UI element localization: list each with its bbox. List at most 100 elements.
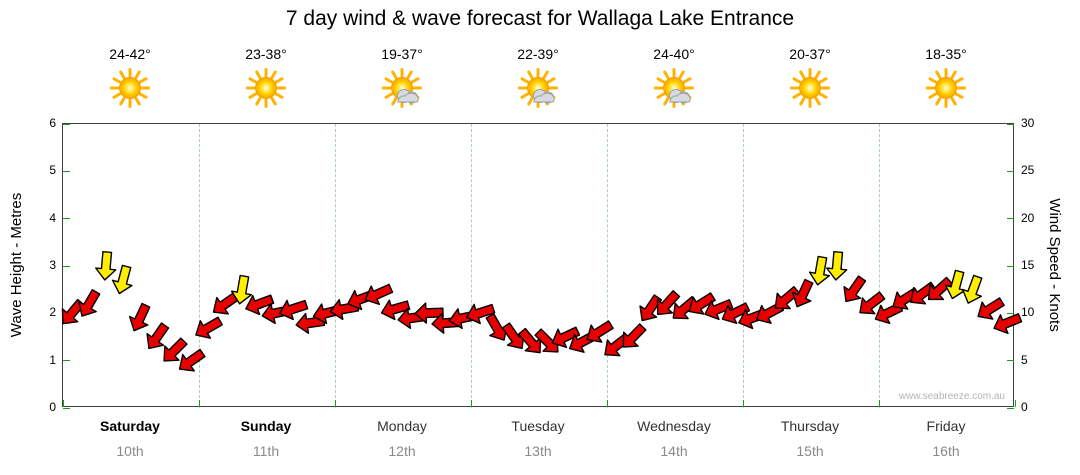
weather-icon-sunny	[923, 68, 969, 119]
day-date: 11th	[252, 443, 280, 459]
bottom-axis-tick	[1014, 400, 1016, 407]
left-axis-tick-label: 3	[49, 258, 56, 272]
left-axis-tick	[63, 265, 70, 267]
day-date: 14th	[660, 443, 688, 459]
wind-arrow	[957, 272, 988, 308]
weather-icon-partly-cloudy	[515, 68, 561, 119]
wind-arrow	[580, 315, 617, 350]
wind-arrow	[546, 321, 582, 354]
wind-arrow	[824, 250, 849, 282]
wind-arrow	[632, 290, 667, 327]
wind-arrow	[716, 297, 753, 330]
day-temp: 24-40°	[653, 46, 695, 62]
day-label: Thursday	[780, 418, 840, 434]
bottom-axis-tick	[742, 400, 744, 407]
left-axis-tick-label: 1	[49, 352, 56, 367]
day-label: Saturday	[100, 418, 160, 434]
left-axis-tick-label: 4	[49, 210, 56, 225]
bottom-axis-tick	[606, 400, 608, 407]
wind-arrow	[614, 319, 651, 356]
day-gridline	[743, 124, 744, 408]
day-temp: 20-37°	[789, 46, 831, 62]
day-gridline	[471, 124, 472, 408]
wind-arrow	[377, 294, 412, 323]
bottom-axis-tick	[62, 400, 64, 407]
right-axis-tick	[1007, 265, 1014, 267]
weather-icon-sunny	[787, 68, 833, 119]
day-date: 13th	[524, 443, 552, 459]
day-date: 10th	[116, 443, 144, 459]
wind-arrow	[682, 287, 719, 322]
bottom-axis-tick	[878, 400, 880, 407]
right-axis-tick	[1007, 123, 1014, 125]
wind-arrow	[108, 263, 137, 298]
wind-arrow	[172, 343, 209, 378]
left-axis-tick-label: 5	[49, 163, 56, 178]
wind-arrow	[93, 250, 118, 282]
day-temp: 19-37°	[381, 46, 423, 62]
right-axis-tick-label: 30	[1021, 116, 1035, 130]
watermark: www.seabreeze.com.au	[898, 391, 1005, 402]
left-axis-tick	[63, 170, 70, 172]
wind-arrow	[767, 281, 804, 317]
left-axis-tick	[63, 218, 70, 220]
day-temp: 18-35°	[925, 46, 967, 62]
day-date: 15th	[796, 443, 824, 459]
right-axis-tick-label: 25	[1021, 163, 1035, 178]
day-date: 16th	[932, 443, 960, 459]
plot-area: www.seabreeze.com.au	[61, 123, 1022, 409]
wind-arrow	[836, 271, 871, 308]
bottom-axis-tick	[198, 400, 200, 407]
wind-arrow	[72, 285, 106, 322]
day-temp: 22-39°	[517, 46, 559, 62]
wind-arrow	[920, 271, 957, 307]
right-axis-label: Wind Speed - Knots	[1046, 198, 1063, 332]
left-axis-tick	[63, 360, 70, 362]
day-gridline	[199, 124, 200, 408]
day-label: Monday	[377, 418, 427, 434]
day-label: Tuesday	[511, 418, 565, 434]
day-label: Wednesday	[637, 418, 711, 434]
weather-icon-sunny	[243, 68, 289, 119]
right-axis-tick	[1007, 312, 1014, 314]
right-axis-tick-label: 15	[1021, 258, 1035, 272]
wind-arrow	[413, 302, 444, 325]
right-axis-tick-label: 5	[1021, 352, 1028, 367]
wind-arrow	[852, 286, 889, 322]
weather-icon-partly-cloudy	[651, 68, 697, 119]
day-gridline	[335, 124, 336, 408]
wind-arrow	[462, 298, 497, 328]
wind-arrow	[700, 293, 736, 325]
day-label: Friday	[926, 418, 966, 434]
weather-icon-partly-cloudy	[379, 68, 425, 119]
wind-arrow	[786, 276, 819, 312]
chart-title: 7 day wind & wave forecast for Wallaga L…	[285, 7, 795, 30]
wind-arrow	[359, 278, 395, 310]
wind-arrow	[806, 254, 833, 287]
right-axis-tick-label: 0	[1021, 400, 1028, 414]
day-label: Sunday	[240, 418, 292, 434]
weather-icon-sunny	[107, 68, 153, 119]
day-gridline	[607, 124, 608, 408]
wind-arrow	[989, 307, 1025, 339]
wind-arrow	[189, 311, 226, 345]
right-axis-tick-label: 10	[1021, 305, 1035, 320]
left-axis-tick	[63, 407, 70, 409]
right-axis-tick-label: 20	[1021, 210, 1035, 225]
wind-arrow	[155, 333, 192, 370]
wind-arrow	[139, 318, 174, 355]
left-axis-tick-label: 0	[49, 400, 56, 414]
left-axis-label: Wave Height - Metres	[8, 192, 25, 338]
day-temp: 23-38°	[245, 46, 287, 62]
left-axis-tick-label: 6	[49, 116, 56, 130]
wind-arrow	[241, 288, 277, 319]
right-axis-tick	[1007, 407, 1014, 409]
day-gridline	[879, 124, 880, 408]
left-axis-tick	[63, 123, 70, 125]
wind-arrow	[123, 300, 156, 336]
right-axis-tick	[1007, 360, 1014, 362]
bottom-axis-tick	[470, 400, 472, 407]
bottom-axis-tick	[334, 400, 336, 407]
right-axis-tick	[1007, 218, 1014, 220]
